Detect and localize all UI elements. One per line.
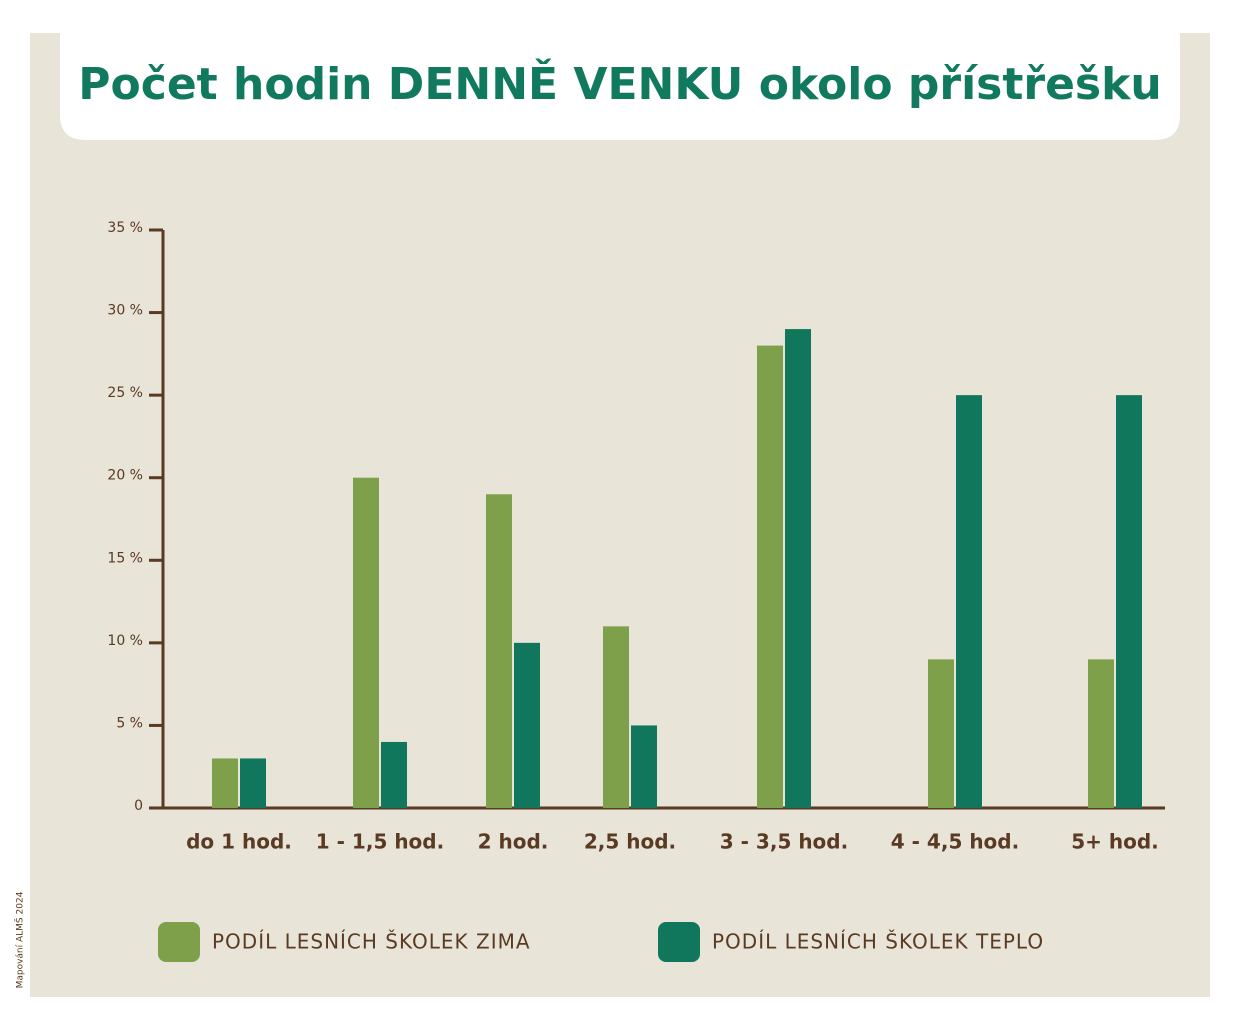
bar bbox=[603, 626, 629, 808]
bar bbox=[1088, 659, 1114, 808]
title-box bbox=[60, 33, 1180, 140]
legend-swatch bbox=[658, 922, 700, 962]
background bbox=[30, 33, 1210, 997]
x-tick-label: do 1 hod. bbox=[186, 830, 292, 854]
bar bbox=[757, 345, 783, 808]
bar bbox=[212, 758, 238, 808]
legend-label: PODÍL LESNÍCH ŠKOLEK ZIMA bbox=[212, 930, 531, 954]
bar bbox=[631, 725, 657, 808]
credit: Mapování ALMŠ 2024 bbox=[14, 891, 26, 988]
y-tick-label: 0 bbox=[134, 798, 143, 814]
bar bbox=[928, 659, 954, 808]
x-tick-label: 2 hod. bbox=[478, 830, 549, 854]
y-tick-label: 10 % bbox=[107, 633, 143, 649]
bar bbox=[1116, 395, 1142, 808]
bar bbox=[956, 395, 982, 808]
x-tick-label: 5+ hod. bbox=[1071, 830, 1159, 854]
legend-label: PODÍL LESNÍCH ŠKOLEK TEPLO bbox=[712, 930, 1044, 954]
y-tick-label: 25 % bbox=[107, 385, 143, 401]
bar bbox=[514, 642, 540, 808]
bar bbox=[486, 494, 512, 808]
y-tick-label: 15 % bbox=[107, 550, 143, 566]
x-tick-label: 4 - 4,5 hod. bbox=[891, 830, 1019, 854]
chart-title: Počet hodin DENNĚ VENKU okolo přístřešku bbox=[78, 57, 1161, 110]
bar bbox=[353, 477, 379, 808]
bar bbox=[381, 741, 407, 808]
y-tick-label: 35 % bbox=[107, 220, 143, 236]
bar bbox=[240, 758, 266, 808]
y-tick-label: 20 % bbox=[107, 468, 143, 484]
x-tick-label: 1 - 1,5 hod. bbox=[316, 830, 444, 854]
x-tick-label: 3 - 3,5 hod. bbox=[720, 830, 848, 854]
y-tick-label: 5 % bbox=[116, 715, 143, 731]
y-tick-label: 30 % bbox=[107, 303, 143, 319]
bar bbox=[785, 329, 811, 808]
legend-swatch bbox=[158, 922, 200, 962]
x-tick-label: 2,5 hod. bbox=[584, 830, 676, 854]
